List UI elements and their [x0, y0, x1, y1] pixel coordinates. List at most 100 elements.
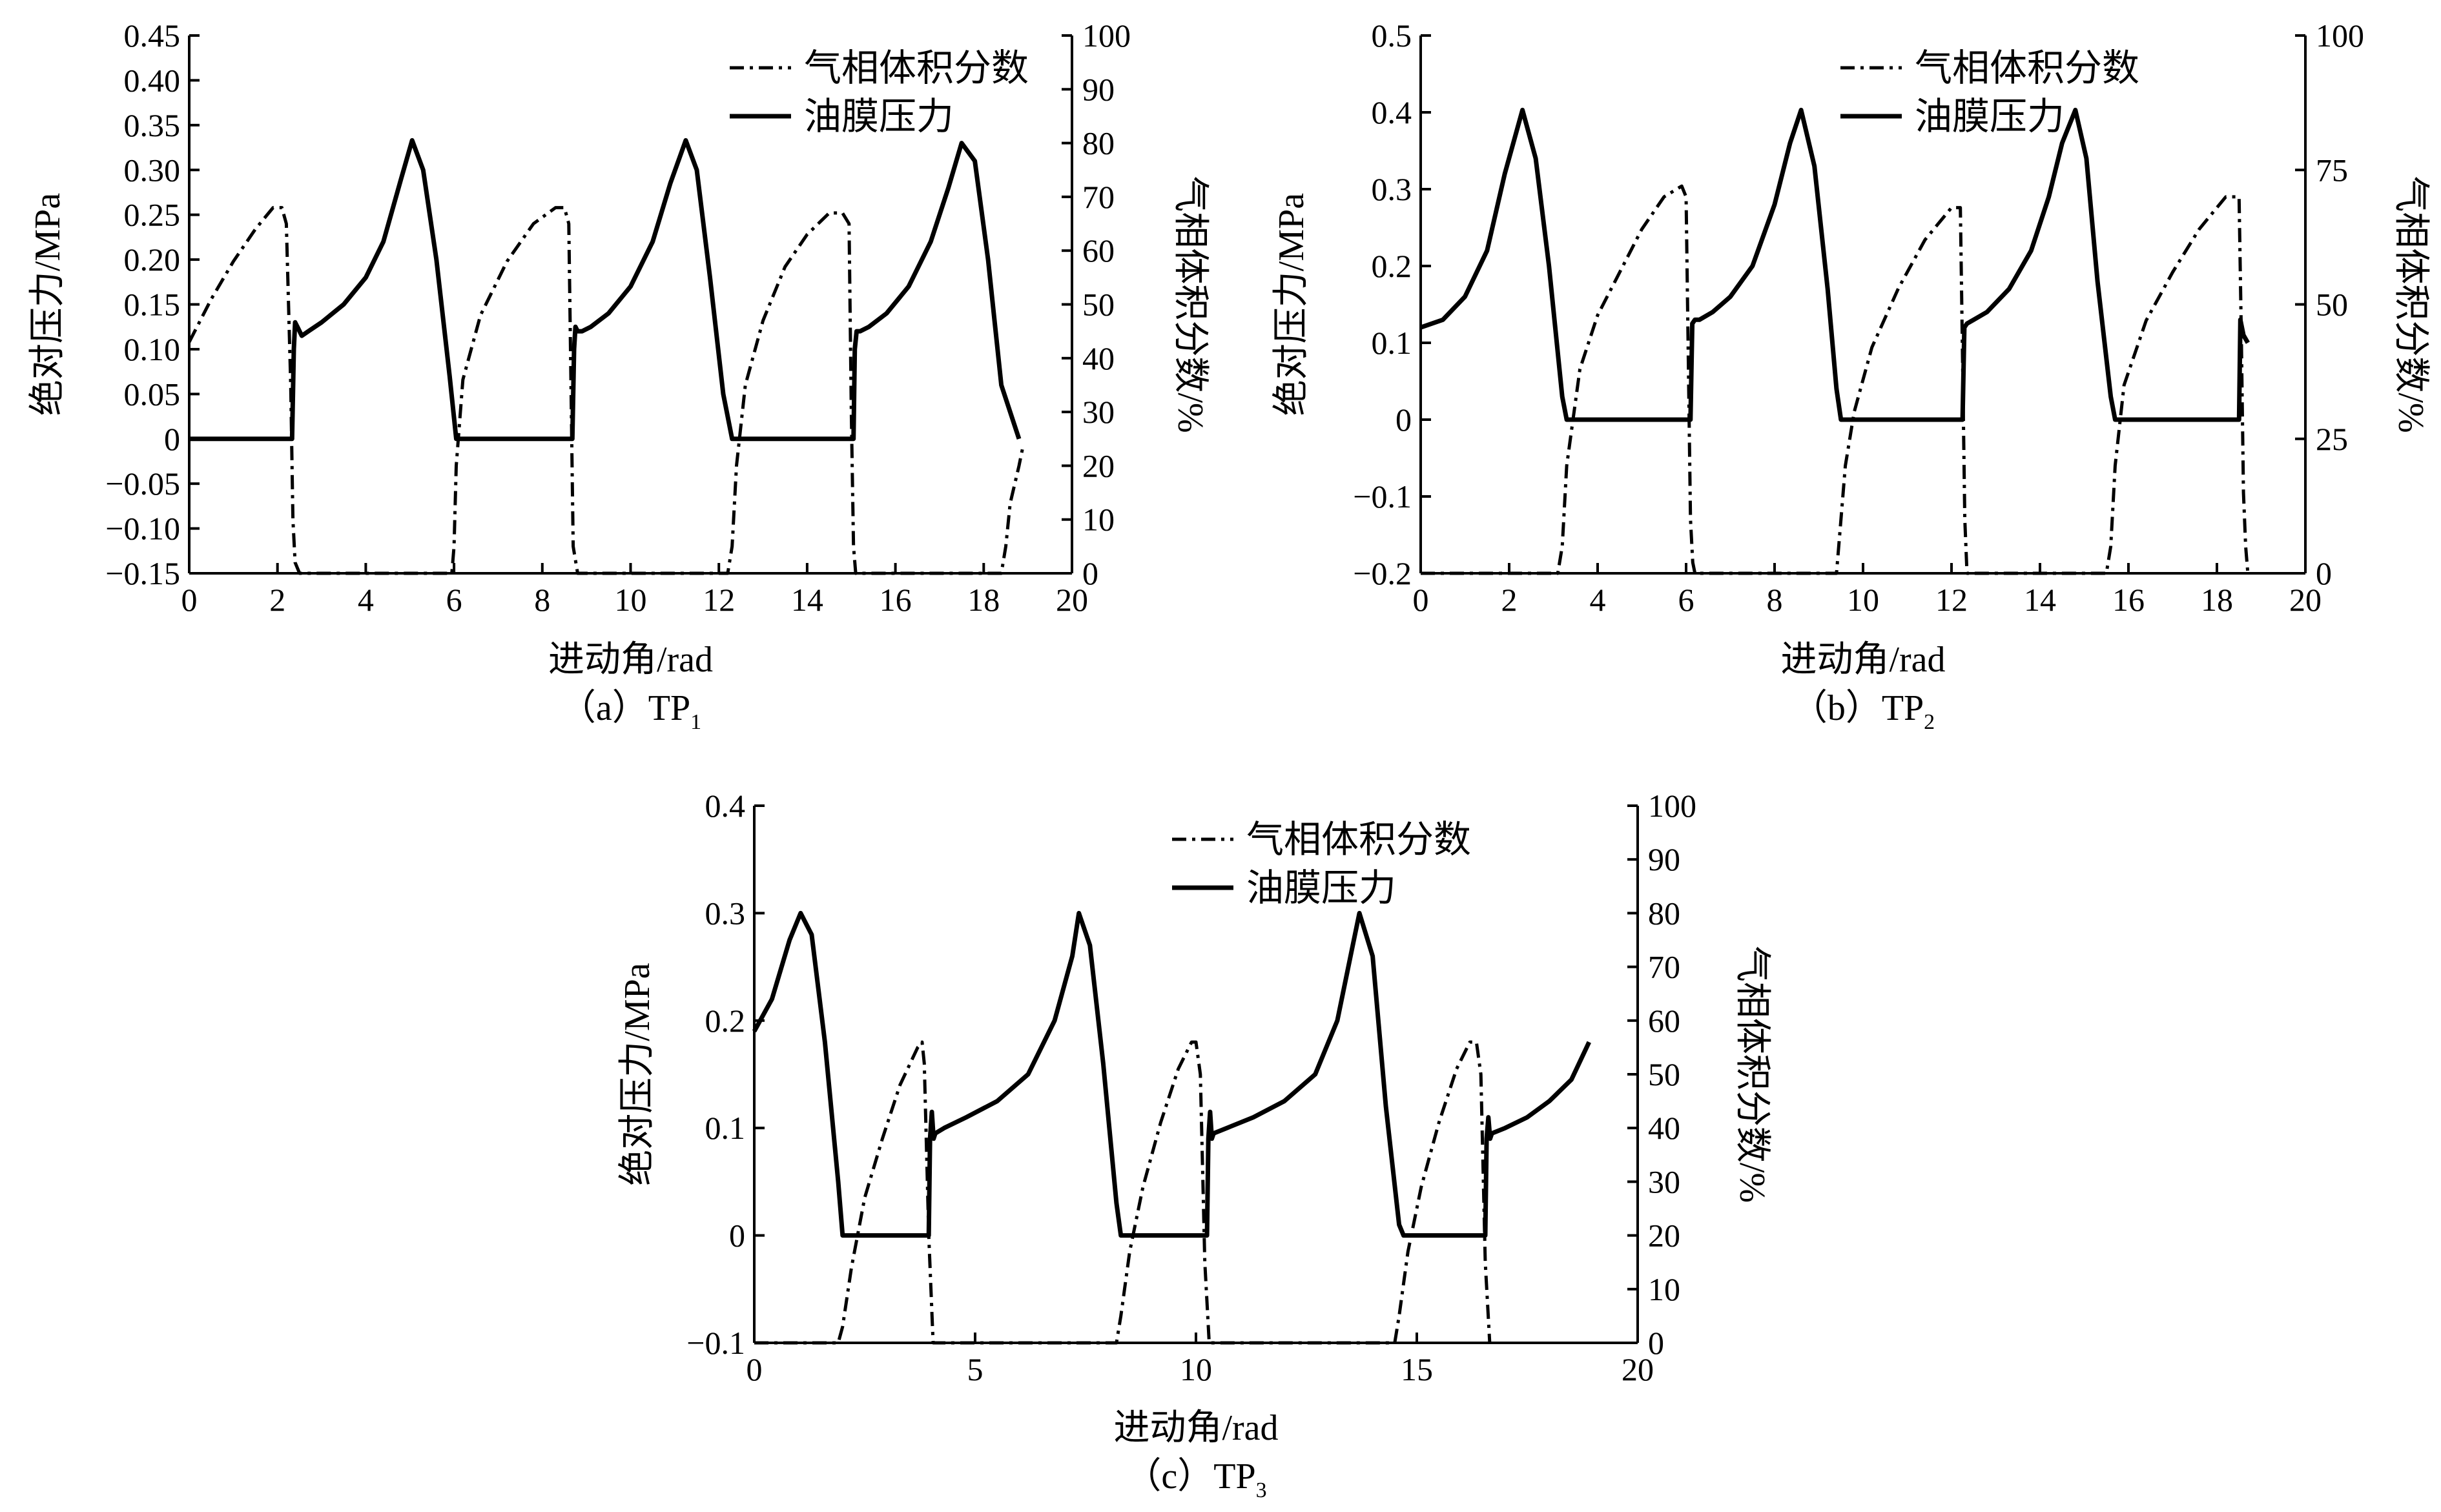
series-gas-volume-fraction-line	[754, 1040, 1492, 1345]
x-tick-label: 12	[703, 582, 735, 618]
y-axis-right-title: 气相体积分数/%	[1732, 946, 1772, 1203]
y-tick-label-left: 0.3	[705, 895, 746, 931]
y-tick-label-left: 0.5	[1372, 17, 1412, 54]
y-tick-label-left: 0.05	[124, 376, 181, 412]
x-tick-label: 2	[269, 582, 285, 618]
panel-b-tp2: 0 2 4 6 8 10 12 14 16 18 20−0.2−0.100.10.20.30.40.…	[1272, 17, 2431, 734]
y-tick-label-right: 80	[1082, 125, 1115, 161]
y-axis-left-title: 绝对压力/MPa	[1272, 193, 1312, 416]
y-tick-label-left: 0	[164, 421, 180, 457]
y-tick-label-left: 0.30	[124, 152, 181, 188]
y-tick-label-right: 90	[1082, 71, 1115, 107]
y-tick-label-right: 30	[1082, 394, 1115, 430]
y-tick-label-left: 0.1	[1372, 325, 1412, 361]
y-tick-label-left: −0.15	[105, 555, 180, 591]
x-tick-label: 2	[1501, 582, 1518, 618]
x-tick-label: 16	[2112, 582, 2145, 618]
y-tick-label-right: 50	[1648, 1056, 1680, 1092]
panel-caption-subscript: 2	[1924, 710, 1935, 734]
series-gas-volume-fraction-line	[1421, 184, 2250, 575]
x-tick-label: 0	[181, 582, 198, 618]
y-tick-label-right: 60	[1648, 1003, 1680, 1039]
x-tick-label: 8	[1767, 582, 1783, 618]
panel-caption-subscript: 3	[1256, 1478, 1267, 1502]
y-tick-label-left: 0.35	[124, 107, 181, 143]
series-oil-film-pressure-line	[189, 138, 1022, 442]
y-tick-label-right: 20	[1648, 1218, 1680, 1254]
series-gas-volume-fraction-line	[187, 206, 1025, 575]
panel-caption: （a）TP1	[560, 688, 701, 734]
legend-entry-gas-volume-fraction-label: 气相体积分数	[804, 47, 1029, 89]
panel-caption-text: （a）TP	[560, 688, 690, 728]
y-tick-label-right: 10	[1082, 502, 1115, 538]
y-axis-right-title: 气相体积分数/%	[1170, 176, 1210, 433]
y-tick-label-right: 100	[1648, 788, 1696, 824]
y-tick-label-left: 0.2	[1372, 248, 1412, 284]
y-tick-label-left: −0.10	[105, 511, 180, 547]
series-oil-film-pressure-line	[752, 910, 1591, 1238]
legend-entry-oil-film-pressure-label: 油膜压力	[804, 96, 954, 138]
x-tick-label: 0	[747, 1351, 763, 1387]
panel-caption: （b）TP2	[1791, 688, 1935, 734]
y-tick-label-left: 0.3	[1372, 171, 1412, 207]
y-tick-label-left: 0.4	[705, 788, 746, 824]
y-tick-label-left: −0.05	[105, 465, 180, 502]
y-tick-label-left: 0	[1396, 402, 1412, 438]
y-tick-label-right: 40	[1082, 340, 1115, 376]
x-tick-label: 12	[1935, 582, 1968, 618]
x-axis-title: 进动角/rad	[1780, 640, 1945, 680]
x-tick-label: 0	[1413, 582, 1429, 618]
x-tick-label: 20	[2289, 582, 2322, 618]
x-tick-label: 10	[1847, 582, 1879, 618]
series-oil-film-pressure-line	[1419, 107, 2250, 422]
y-tick-label-right: 50	[1082, 287, 1115, 323]
y-tick-label-right: 60	[1082, 232, 1115, 269]
y-tick-label-left: −0.1	[686, 1325, 745, 1361]
x-tick-label: 16	[880, 582, 912, 618]
panel-a-tp1: 0 2 4 6 8 10 12 14 16 18 20−0.15−0.10−0.0500.050.1…	[28, 17, 1210, 734]
legend-entry-gas-volume-fraction-label: 气相体积分数	[1915, 47, 2139, 89]
y-tick-label-right: 100	[1082, 17, 1131, 54]
y-tick-label-left: 0.45	[124, 17, 181, 54]
y-tick-label-right: 20	[1082, 447, 1115, 484]
y-tick-label-right: 0	[1082, 555, 1098, 591]
legend-entry-oil-film-pressure-label: 油膜压力	[1246, 867, 1396, 909]
y-tick-label-left: 0.15	[124, 287, 181, 323]
y-tick-label-right: 10	[1648, 1271, 1680, 1307]
x-tick-label: 18	[967, 582, 1000, 618]
y-tick-label-right: 80	[1648, 895, 1680, 931]
x-tick-label: 10	[615, 582, 647, 618]
y-tick-label-left: −0.2	[1353, 555, 1412, 591]
panel-c-tp3: 0 5 10 15 20−0.100.10.20.30.4010203040506070…	[617, 788, 1772, 1502]
y-tick-label-left: −0.1	[1353, 478, 1412, 515]
x-tick-label: 4	[1590, 582, 1606, 618]
y-tick-label-left: 0.1	[705, 1110, 746, 1146]
y-axis-right-title: 气相体积分数/%	[2391, 176, 2431, 433]
y-tick-label-right: 30	[1648, 1163, 1680, 1200]
y-axis-left-title: 绝对压力/MPa	[28, 193, 68, 416]
y-tick-label-right: 50	[2316, 287, 2348, 323]
y-tick-label-left: 0.25	[124, 197, 181, 233]
y-tick-label-right: 75	[2316, 152, 2348, 188]
y-tick-label-left: 0	[729, 1218, 745, 1254]
x-tick-label: 15	[1401, 1351, 1433, 1387]
y-tick-label-left: 0.20	[124, 241, 181, 278]
x-tick-label: 6	[446, 582, 462, 618]
panel-caption-text: （c）TP	[1125, 1456, 1255, 1497]
y-axis-left-title: 绝对压力/MPa	[617, 963, 657, 1185]
y-tick-label-right: 40	[1648, 1110, 1680, 1146]
y-tick-label-right: 0	[2316, 555, 2332, 591]
x-tick-label: 14	[791, 582, 823, 618]
y-tick-label-right: 100	[2316, 17, 2364, 54]
y-tick-label-right: 70	[1082, 179, 1115, 215]
y-tick-label-right: 70	[1648, 949, 1680, 985]
y-tick-label-left: 0.10	[124, 331, 181, 367]
panel-caption-subscript: 1	[690, 710, 701, 734]
y-tick-label-left: 0.40	[124, 62, 181, 98]
x-axis-title: 进动角/rad	[1113, 1408, 1278, 1448]
legend-entry-gas-volume-fraction-label: 气相体积分数	[1246, 819, 1471, 861]
x-tick-label: 4	[358, 582, 374, 618]
x-tick-label: 8	[534, 582, 550, 618]
